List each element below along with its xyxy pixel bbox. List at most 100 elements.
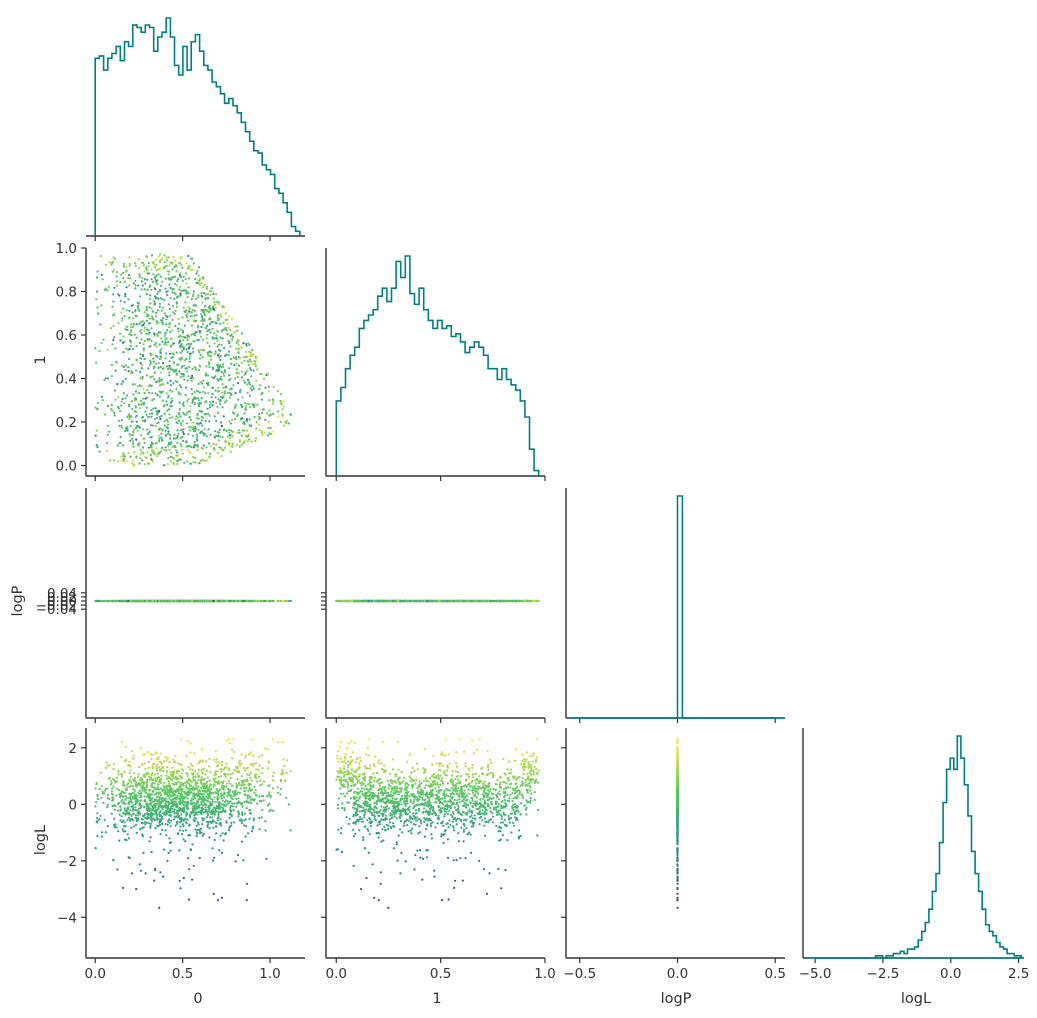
scatter-point — [159, 289, 161, 291]
scatter-point — [191, 401, 193, 403]
scatter-point — [204, 284, 206, 286]
scatter-point — [135, 284, 137, 286]
scatter-point — [224, 401, 226, 403]
scatter-point — [202, 318, 204, 320]
scatter-point — [168, 264, 170, 266]
scatter-point — [256, 404, 258, 406]
scatter-point — [171, 390, 173, 392]
scatter-point — [186, 334, 188, 336]
scatter-point — [160, 338, 162, 340]
scatter-point — [203, 444, 205, 446]
scatter-point — [155, 355, 157, 357]
scatter-point — [187, 375, 189, 377]
scatter-point — [258, 413, 260, 415]
scatter-point — [201, 315, 203, 317]
scatter-point — [158, 438, 160, 440]
scatter-point — [169, 353, 171, 355]
scatter-point — [250, 375, 252, 377]
scatter-point — [259, 429, 261, 431]
scatter-point — [202, 286, 204, 288]
scatter-point — [239, 600, 241, 602]
scatter-point — [113, 412, 115, 414]
scatter-point — [237, 414, 239, 416]
scatter-point — [140, 338, 142, 340]
scatter-point — [190, 377, 192, 379]
scatter-point — [164, 335, 166, 337]
scatter-point — [178, 288, 180, 290]
scatter-point — [169, 434, 171, 436]
scatter-point — [195, 461, 197, 463]
scatter-point — [120, 425, 122, 427]
scatter-point — [149, 302, 151, 304]
scatter-point — [255, 365, 257, 367]
scatter-point — [142, 343, 144, 345]
scatter-point — [123, 402, 125, 404]
scatter-point — [96, 408, 98, 410]
scatter-point — [219, 336, 221, 338]
scatter-point — [267, 427, 269, 429]
scatter-point — [150, 444, 152, 446]
scatter-point — [238, 365, 240, 367]
scatter-point — [145, 309, 147, 311]
scatter-point — [94, 347, 96, 349]
scatter-point — [157, 298, 159, 300]
scatter-point — [143, 349, 145, 351]
scatter-point — [268, 409, 270, 411]
scatter-point — [168, 303, 170, 305]
scatter-point — [129, 456, 131, 458]
scatter-point — [226, 323, 228, 325]
scatter-point — [224, 390, 226, 392]
scatter-point — [111, 343, 113, 345]
scatter-point — [255, 357, 257, 359]
scatter-point — [159, 418, 161, 420]
scatter-point — [202, 323, 204, 325]
scatter-point — [106, 600, 108, 602]
scatter-point — [236, 342, 238, 344]
scatter-point — [234, 407, 236, 409]
scatter-point — [140, 400, 142, 402]
scatter-point — [126, 326, 128, 328]
scatter-point — [251, 355, 253, 357]
scatter-point — [207, 392, 209, 394]
scatter-point — [137, 302, 139, 304]
scatter-point — [130, 425, 132, 427]
scatter-point — [235, 363, 237, 365]
scatter-point — [128, 404, 130, 406]
scatter-point — [237, 351, 239, 353]
scatter-point — [128, 285, 130, 287]
scatter-point — [111, 404, 113, 406]
scatter-point — [210, 445, 212, 447]
scatter-point — [124, 340, 126, 342]
scatter-point — [135, 439, 137, 441]
scatter-point — [183, 379, 185, 381]
scatter-point — [235, 348, 237, 350]
scatter-point — [159, 253, 161, 255]
scatter-point — [185, 282, 187, 284]
scatter-point — [261, 434, 263, 436]
scatter-point — [182, 280, 184, 282]
scatter-point — [140, 404, 142, 406]
scatter-point — [228, 600, 230, 602]
scatter-point — [177, 454, 179, 456]
scatter-point — [101, 274, 103, 276]
scatter-point — [212, 387, 214, 389]
scatter-point — [146, 407, 148, 409]
scatter-point — [95, 298, 97, 300]
scatter-point — [285, 600, 287, 602]
scatter-point — [177, 318, 179, 320]
scatter-point — [250, 387, 252, 389]
histogram-param-0 — [95, 18, 300, 236]
scatter-point — [247, 343, 249, 345]
scatter-point — [163, 367, 165, 369]
scatter-point — [176, 451, 178, 453]
scatter-point — [96, 306, 98, 308]
scatter-point — [99, 450, 101, 452]
scatter-point — [213, 297, 215, 299]
scatter-point — [193, 600, 195, 602]
scatter-point — [121, 427, 123, 429]
scatter-point — [180, 352, 182, 354]
scatter-point — [209, 366, 211, 368]
scatter-point — [199, 402, 201, 404]
scatter-point — [206, 288, 208, 290]
scatter-point — [200, 313, 202, 315]
